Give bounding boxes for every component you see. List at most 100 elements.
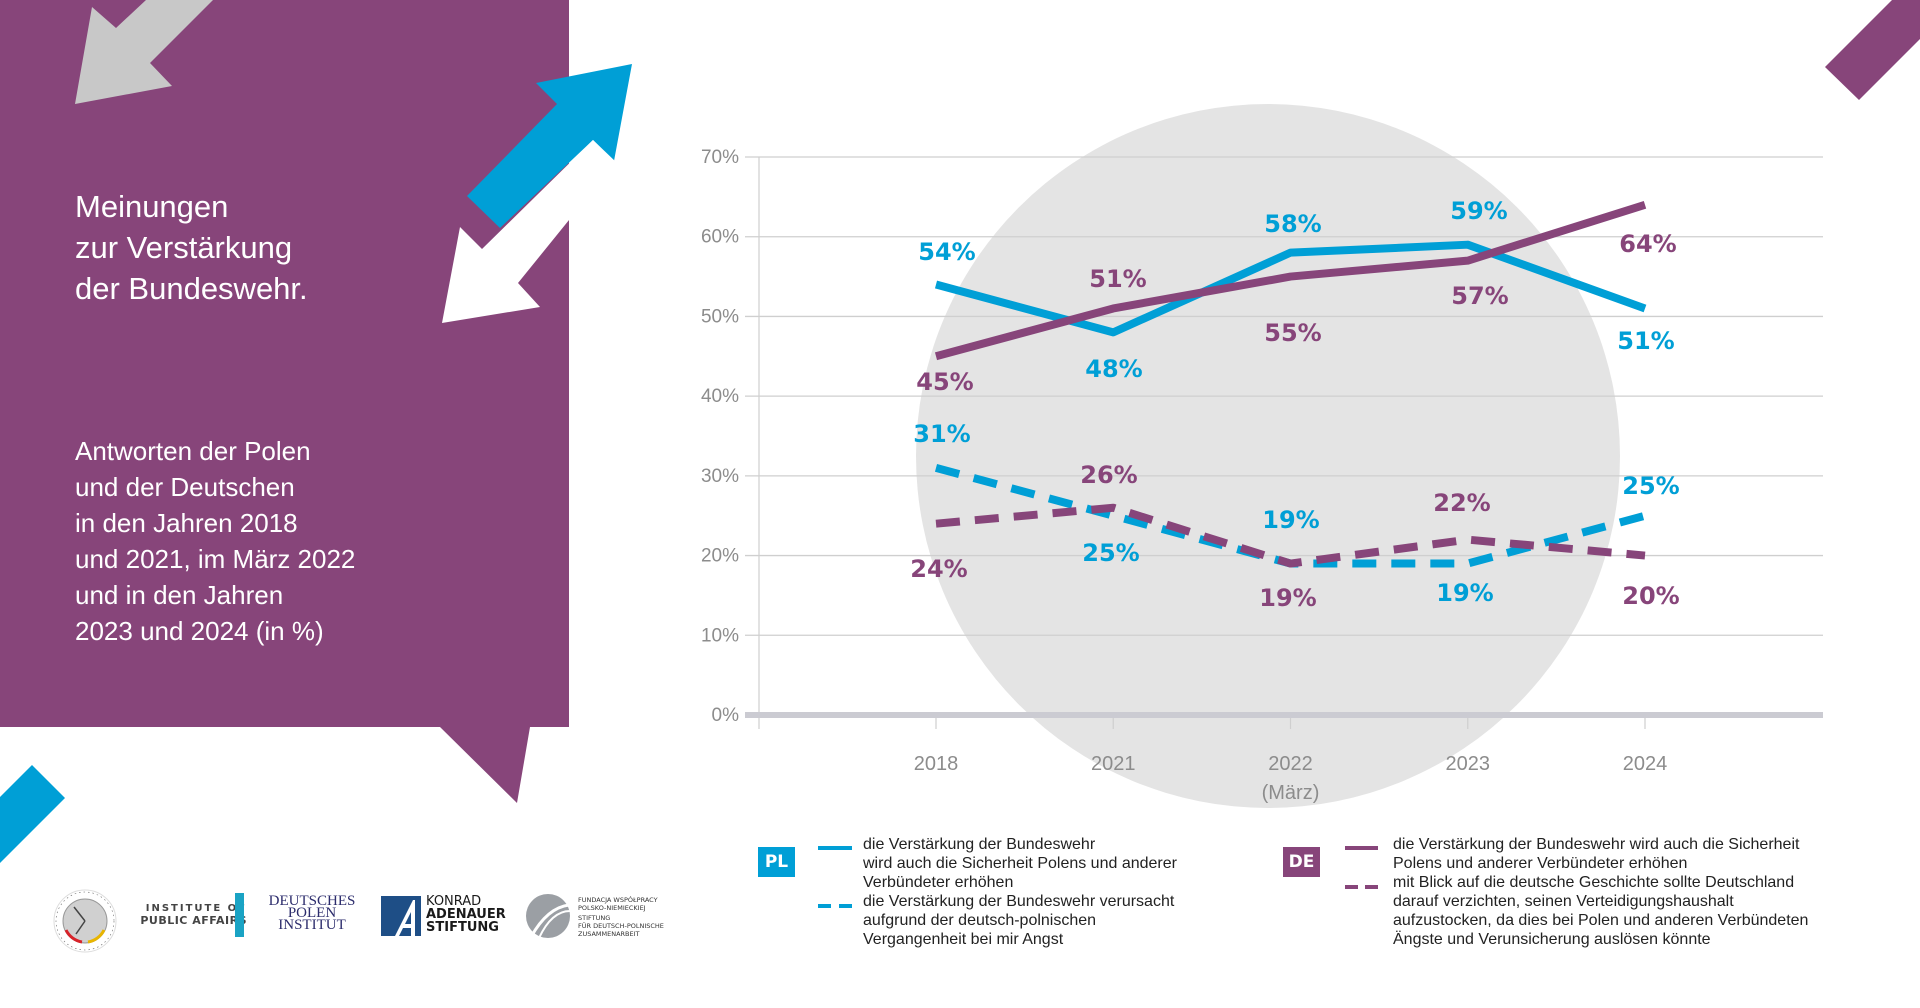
series-line-de-solid (934, 201, 1647, 361)
title-line: Meinungen (75, 189, 229, 224)
legend-line: mit Blick auf die deutsche Geschichte so… (1393, 874, 1795, 891)
data-label: 24% (910, 555, 967, 583)
legend-line: die Verstärkung der Bundeswehr (863, 836, 1096, 853)
subtitle-line: 2023 und 2024 (in %) (75, 616, 324, 646)
legend-dashed-swatch-pl-b (839, 904, 852, 908)
subtitle-line: und in den Jahren (75, 580, 284, 610)
barometer-logo[interactable] (52, 888, 118, 954)
data-labels: 54% 48% 58% 59% 51% 45% 51% 55% 57% 64% 31% 25% 19% 1… (910, 197, 1679, 612)
legend-text-pl: die Verstärkung der Bundeswehr wird auch… (863, 835, 1177, 949)
data-label: 64% (1619, 230, 1676, 258)
subtitle-line: und der Deutschen (75, 472, 295, 502)
y-tick-label: 10% (701, 625, 739, 646)
badge-pl: PL (758, 847, 795, 877)
data-label: 22% (1433, 489, 1490, 517)
fwpn-logo[interactable]: FUNDACJA WSPÓŁPRACY POLSKO-NIEMIECKIEJ S… (578, 896, 664, 938)
legend-line: aufgrund der deutsch-polnischen (863, 912, 1097, 929)
blue-arrow-icon (467, 64, 632, 228)
ipa-line1: INSTITUTE OF (145, 903, 247, 914)
x-tick-label: 2018 (914, 753, 959, 775)
y-tick-label: 40% (701, 386, 739, 407)
badge-de: DE (1283, 847, 1320, 877)
legend-line: Vergangenheit bei mir Angst (863, 931, 1064, 948)
background-circle (916, 104, 1620, 808)
data-label: 25% (1082, 539, 1139, 567)
x-tick-label: 2022 (1268, 753, 1313, 775)
ipa-logo[interactable]: INSTITUTE OF PUBLIC AFFAIRS (137, 903, 247, 927)
data-label: 54% (918, 238, 975, 266)
blue-stripe (0, 765, 65, 863)
legend-line: darauf verzichten, seinen Verteidigungsh… (1393, 893, 1734, 910)
legend-text-de: die Verstärkung der Bundeswehr wird auch… (1393, 835, 1808, 949)
x-tick-sublabel: (März) (1262, 782, 1320, 804)
fwpn-line1: FUNDACJA WSPÓŁPRACY (578, 896, 658, 904)
fwpn-mark-icon (526, 894, 571, 939)
subtitle-line: Antworten der Polen (75, 436, 311, 466)
x-tick-label: 2023 (1446, 753, 1491, 775)
kas-line2: ADENAUER (426, 907, 506, 922)
x-tick-label: 2024 (1623, 753, 1668, 775)
subtitle-line: und 2021, im März 2022 (75, 544, 356, 574)
fwpn-line3: STIFTUNG (578, 914, 611, 922)
fwpn-line5: ZUSAMMENARBEIT (578, 930, 640, 938)
x-tick-label: 2021 (1091, 753, 1136, 775)
legend-line: aufzustocken, da dies bei Polen und ande… (1393, 912, 1809, 929)
kas-line3: STIFTUNG (426, 920, 499, 935)
legend-line: wird auch die Sicherheit Polens und ande… (863, 855, 1177, 872)
y-tick-label: 30% (701, 466, 739, 487)
fwpn-line4: FÜR DEUTSCH-POLNISCHE (578, 922, 664, 930)
y-tick-label: 60% (701, 227, 739, 248)
purple-speech-panel (0, 0, 569, 803)
white-arrow-icon (442, 140, 616, 323)
series-line-pl-solid (934, 240, 1647, 337)
data-label: 51% (1617, 327, 1674, 355)
data-label: 20% (1622, 582, 1679, 610)
legend-line: Polens und anderer Verbündeter erhöhen (1393, 855, 1688, 872)
legend-dashed-swatch-pl-a (818, 904, 831, 908)
data-label: 59% (1450, 197, 1507, 225)
legend-solid-swatch-pl (818, 846, 852, 850)
y-axis-ticks: 0% 10% 20% 30% 40% 50% 60% 70% (701, 147, 739, 726)
subtitle: Antworten der Polen und der Deutschen in… (75, 433, 355, 649)
legend-dashed-swatch-de-a (1345, 885, 1358, 889)
x-axis-ticks: 2018 2021 2022 (März) 2023 2024 (914, 718, 1668, 804)
legend-solid-swatch-de (1345, 846, 1378, 850)
legend-dashed-swatch-de-b (1365, 885, 1378, 889)
data-label: 51% (1089, 265, 1146, 293)
kas-line1: KONRAD (426, 894, 482, 909)
data-label: 55% (1264, 319, 1321, 347)
data-label: 25% (1622, 472, 1679, 500)
y-tick-label: 0% (712, 705, 740, 726)
page-title: Meinungen zur Verstärkung der Bundeswehr… (75, 186, 308, 309)
legend-line: die Verstärkung der Bundeswehr wird auch… (1393, 836, 1800, 853)
data-label: 45% (916, 368, 973, 396)
dpi-logo[interactable]: DEUTSCHES POLEN INSTITUT (262, 893, 362, 933)
data-label: 19% (1259, 584, 1316, 612)
dpi-line2: POLEN (287, 905, 337, 921)
legend-line: Verbündeter erhöhen (863, 874, 1014, 891)
kas-mark-icon (381, 896, 421, 936)
data-label: 58% (1264, 210, 1321, 238)
dpi-line1: DEUTSCHES (268, 893, 356, 909)
data-label: 57% (1451, 282, 1508, 310)
subtitle-line: in den Jahren 2018 (75, 508, 298, 538)
purple-stripe (1825, 0, 1920, 100)
ipa-bar (235, 893, 244, 937)
data-label: 31% (913, 420, 970, 448)
series-lines (934, 201, 1647, 568)
legend-line: die Verstärkung der Bundeswehr verursach… (863, 893, 1175, 910)
grid-lines (745, 156, 1823, 729)
y-tick-label: 20% (701, 546, 739, 567)
y-tick-label: 50% (701, 306, 739, 327)
gray-arrow-icon (75, 0, 213, 104)
data-label: 48% (1085, 355, 1142, 383)
dpi-line3: INSTITUT (278, 917, 346, 933)
series-line-de-dashed (935, 503, 1646, 568)
title-line: zur Verstärkung (75, 230, 293, 265)
kas-logo[interactable]: KONRAD ADENAUER STIFTUNG (426, 895, 506, 934)
y-tick-label: 70% (701, 147, 739, 168)
fwpn-line2: POLSKO-NIEMIECKIEJ (578, 904, 646, 912)
data-label: 19% (1436, 579, 1493, 607)
